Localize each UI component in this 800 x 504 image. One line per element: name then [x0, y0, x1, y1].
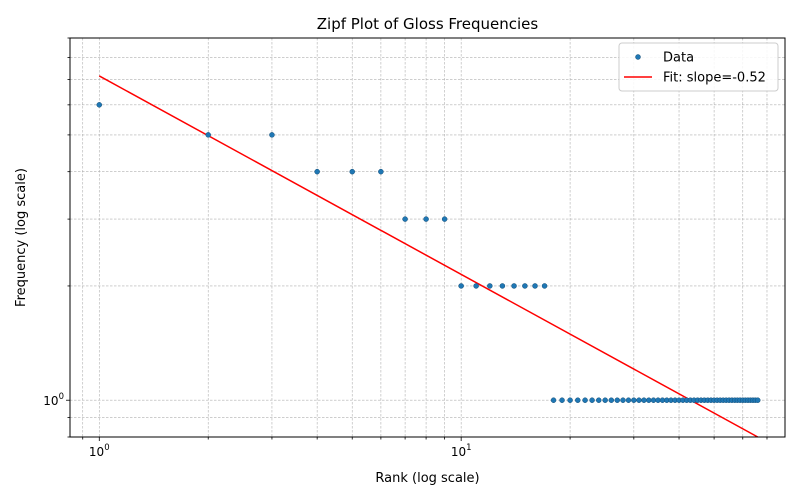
data-point — [575, 397, 581, 403]
data-point — [269, 132, 275, 138]
data-point — [550, 397, 557, 403]
data-point — [614, 397, 621, 403]
data-point — [602, 397, 608, 403]
grid-layer — [70, 37, 785, 438]
data-point — [511, 283, 517, 289]
data-point — [349, 168, 355, 175]
data-point — [646, 397, 652, 403]
legend-label-data: Data — [663, 51, 694, 66]
data-point — [641, 397, 647, 403]
data-point — [473, 283, 479, 289]
data-point — [441, 216, 448, 222]
data-point — [625, 397, 632, 403]
data-point — [532, 283, 538, 289]
x-tick-label: 101 — [451, 443, 472, 459]
y-axis-label: Frequency (log scale) — [14, 168, 29, 307]
data-point — [487, 283, 493, 289]
data-point — [314, 168, 320, 175]
data-point — [522, 283, 528, 289]
legend-marker-data — [635, 54, 641, 60]
y-tick-label: 100 — [43, 392, 64, 408]
x-tick-label: 100 — [89, 443, 110, 459]
data-point — [567, 397, 573, 403]
legend-label-fit: Fit: slope=-0.52 — [663, 71, 766, 86]
data-point — [378, 168, 384, 175]
data-point — [582, 397, 588, 403]
data-point — [423, 216, 429, 222]
data-point — [402, 216, 408, 222]
data-point — [620, 397, 626, 403]
data-point — [205, 132, 211, 138]
data-point — [559, 397, 565, 403]
data-point — [96, 102, 103, 108]
data-point — [589, 397, 595, 403]
data-point — [596, 397, 602, 403]
data-point — [541, 283, 548, 289]
chart-title: Zipf Plot of Gloss Frequencies — [317, 15, 539, 33]
data-points-layer — [96, 102, 761, 403]
data-point — [636, 397, 642, 403]
data-point — [631, 397, 637, 403]
data-point — [458, 283, 464, 289]
x-axis-label: Rank (log scale) — [375, 471, 479, 486]
legend: Data Fit: slope=-0.52 — [618, 42, 779, 92]
data-point — [754, 397, 761, 403]
axis-ticks-layer: 100 101 100 — [43, 37, 768, 459]
plot-background — [70, 38, 785, 437]
data-point — [499, 283, 506, 289]
plot-frame — [69, 37, 786, 438]
legend-box — [618, 42, 779, 92]
data-point — [650, 397, 657, 403]
data-point — [608, 397, 615, 403]
